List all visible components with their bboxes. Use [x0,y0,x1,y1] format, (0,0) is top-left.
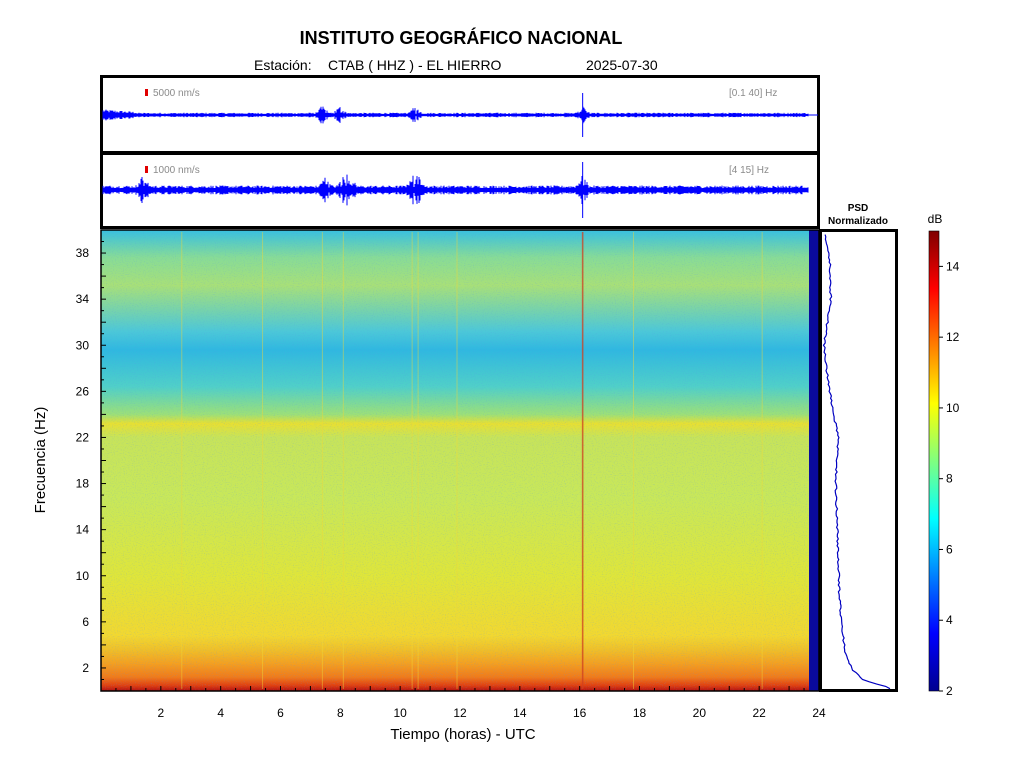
y-tick-label: 10 [76,569,90,583]
psd-title-1: PSD [848,203,869,214]
y-tick-label: 2 [82,661,89,675]
seismogram-broadband-panel: 5000 nm/s [0.1 40] Hz [100,75,820,154]
x-axis-label: Tiempo (horas) - UTC [390,726,535,743]
scale-bar-2 [145,166,148,173]
colorbar-unit: dB [928,212,943,226]
station-value: CTAB ( HHZ ) - EL HIERRO [328,57,502,73]
x-tick-label: 20 [693,706,707,720]
colorbar-gradient [928,230,940,692]
scale-label-1: 5000 nm/s [153,88,200,99]
spectrogram-noise [101,230,809,691]
psd-curve [822,234,891,690]
x-tick-label: 4 [217,706,224,720]
band-label-1: [0.1 40] Hz [729,88,777,99]
band-label-2: [4 15] Hz [729,165,769,176]
x-tick-label: 16 [573,706,587,720]
scale-label-2: 1000 nm/s [153,165,200,176]
y-tick-label: 30 [76,338,90,352]
colorbar-tick-label: 4 [946,613,953,627]
filtered-trace [102,174,809,206]
y-axis-label: Frecuencia (Hz) [32,407,49,514]
date-label: 2025-07-30 [586,57,658,73]
colorbar-tick-label: 8 [946,472,953,486]
y-tick-label: 26 [76,384,90,398]
colorbar: dB 2 4 6 8 10 12 14 [928,212,960,698]
x-tick-label: 14 [513,706,527,720]
y-tick-label: 34 [76,292,90,306]
psd-title-2: Normalizado [828,216,888,227]
y-tick-label: 14 [76,523,90,537]
x-tick-label: 24 [812,706,826,720]
x-tick-label: 22 [752,706,766,720]
x-tick-label: 6 [277,706,284,720]
station-label: Estación: [254,57,312,73]
y-tick-label: 22 [76,430,90,444]
colorbar-tick-label: 14 [946,259,960,273]
colorbar-tick-label: 12 [946,330,960,344]
y-tick-label: 6 [82,615,89,629]
scale-bar-1 [145,89,148,96]
x-tick-label: 18 [633,706,647,720]
x-tick-label: 12 [453,706,467,720]
x-tick-label: 2 [157,706,164,720]
colorbar-tick-label: 10 [946,401,960,415]
spectrogram-gap [809,230,819,691]
x-tick-label: 8 [337,706,344,720]
y-tick-label: 18 [76,477,90,491]
psd-panel: PSD Normalizado [819,203,898,692]
colorbar-tick-label: 2 [946,684,953,698]
y-tick-label: 38 [76,246,90,260]
broadband-trace [102,106,809,124]
x-tick-label: 10 [393,706,407,720]
colorbar-tick-label: 6 [946,542,953,556]
chart-title: INSTITUTO GEOGRÁFICO NACIONAL [300,27,623,48]
seismogram-filtered-panel: 1000 nm/s [4 15] Hz [100,152,820,229]
